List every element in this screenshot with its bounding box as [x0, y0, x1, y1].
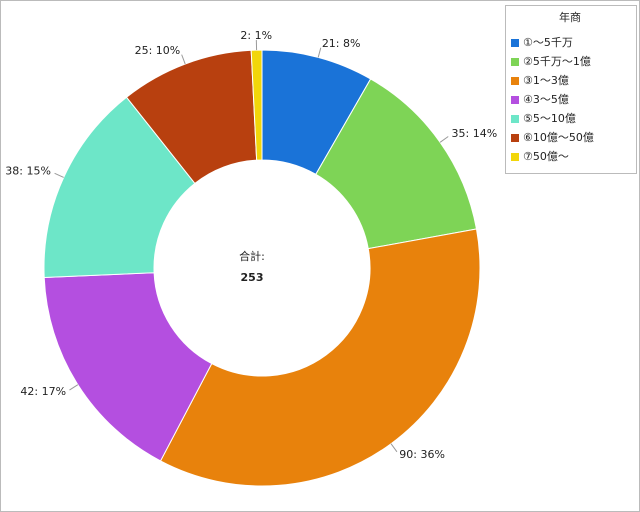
slice [315, 78, 478, 250]
leader-line [181, 54, 186, 65]
data-label: 35: 14% [452, 127, 498, 140]
total: 253 [241, 271, 264, 284]
legend-label: ⑥10億～50億 [523, 131, 594, 144]
legend-swatch [511, 96, 519, 104]
data-label: 90: 36% [399, 448, 445, 461]
leader-line [439, 136, 449, 143]
legend-title: 年商 [559, 10, 581, 24]
leader-line [317, 47, 322, 58]
data-label: 42: 17% [20, 385, 66, 398]
legend-swatch [511, 77, 519, 85]
leader-line [54, 172, 64, 178]
legend-swatch [511, 39, 519, 47]
legend-swatch [511, 58, 519, 66]
legend-swatch [511, 115, 519, 123]
data-label: 21: 8% [322, 37, 361, 50]
data-label: 2: 1% [240, 29, 272, 42]
slice [159, 228, 481, 487]
total-label: 合計: [239, 249, 265, 263]
leader-line [390, 443, 398, 453]
legend-label: ③1～3億 [523, 74, 569, 87]
data-label: 25: 10% [135, 44, 181, 57]
leader-line [69, 384, 79, 391]
legend-label: ④3～5億 [523, 93, 569, 106]
legend-label: ①～5千万 [523, 36, 573, 49]
slice [43, 272, 213, 462]
legend-label: ⑦50億～ [523, 150, 569, 163]
data-label: 38: 15% [5, 165, 51, 178]
legend-label: ⑤5～10億 [523, 112, 576, 125]
legend-label: ②5千万～1億 [523, 55, 591, 68]
legend-swatch [511, 134, 519, 142]
slice [43, 96, 196, 278]
legend-box [505, 5, 637, 174]
legend-swatch [511, 153, 519, 161]
slice [250, 49, 263, 161]
